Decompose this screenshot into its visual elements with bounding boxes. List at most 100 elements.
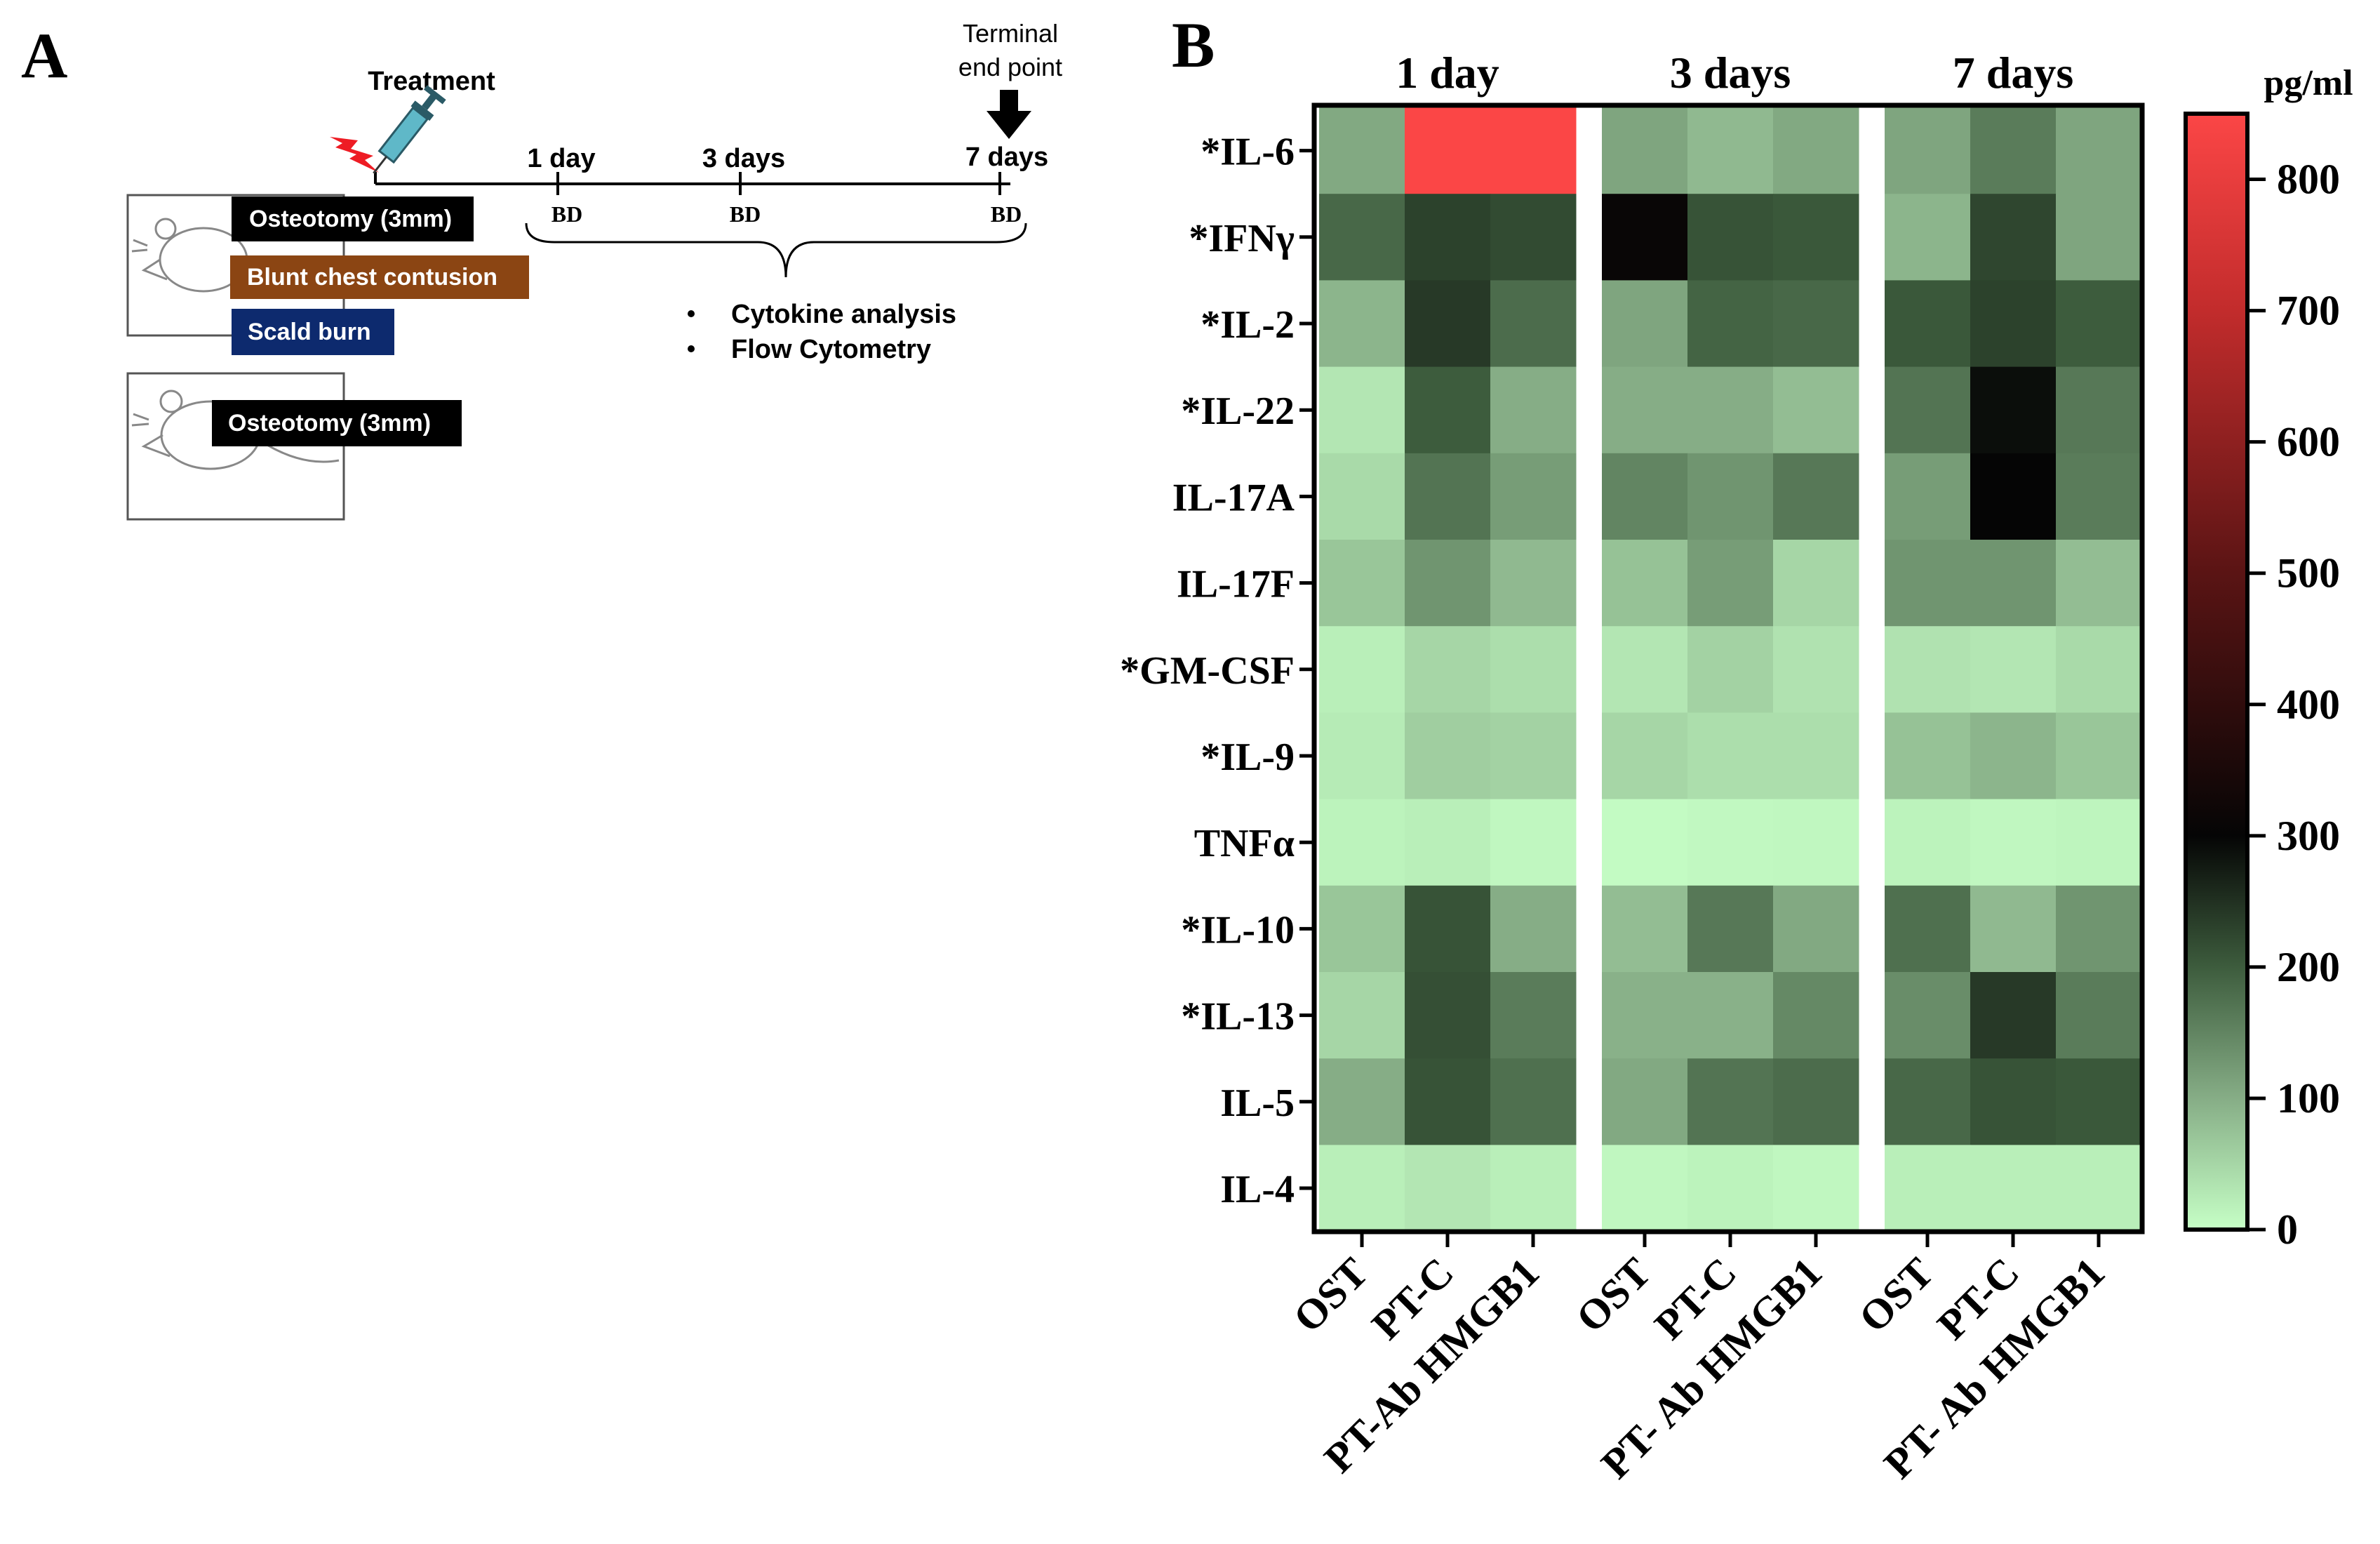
timepoint-3days: 3 days bbox=[702, 144, 785, 173]
heatmap-cell bbox=[1687, 885, 1774, 973]
heatmap-cell bbox=[1687, 972, 1774, 1059]
heatmap-cell bbox=[2056, 540, 2142, 627]
heatmap-cell bbox=[1970, 972, 2057, 1059]
heatmap-cell bbox=[1687, 366, 1774, 454]
row-label: IL-4 bbox=[1220, 1168, 1295, 1211]
heatmap-cell bbox=[1885, 885, 1971, 973]
colorbar-tick-label: 700 bbox=[2277, 288, 2340, 334]
heatmap-cell bbox=[1773, 366, 1859, 454]
heatmap-cell bbox=[1490, 194, 1577, 281]
heatmap-cell bbox=[1602, 280, 1688, 368]
heatmap-cell bbox=[1970, 280, 2057, 368]
heatmap-cell bbox=[1773, 972, 1859, 1059]
heatmap-cell bbox=[1319, 712, 1405, 800]
heatmap-cell bbox=[1687, 280, 1774, 368]
box-osteotomy-2-text: Osteotomy (3mm) bbox=[228, 410, 431, 437]
heatmap-cell bbox=[1885, 453, 1971, 540]
heatmap-cell bbox=[1970, 540, 2057, 627]
heatmap-cell bbox=[2056, 194, 2142, 281]
row-label: *IL-10 bbox=[1181, 908, 1295, 952]
heatmap-cell bbox=[1405, 540, 1491, 627]
heatmap-cell bbox=[1885, 972, 1971, 1059]
heatmap-cell bbox=[1490, 453, 1577, 540]
row-label: *GM-CSF bbox=[1120, 649, 1295, 693]
heatmap-cell bbox=[1319, 540, 1405, 627]
heatmap-cell bbox=[1405, 280, 1491, 368]
heatmap-cell bbox=[1970, 799, 2057, 886]
timepoint-1day: 1 day bbox=[527, 144, 595, 173]
heatmap-cell bbox=[1602, 194, 1688, 281]
heatmap-cell bbox=[2056, 107, 2142, 194]
lightning-icon bbox=[330, 137, 379, 173]
heatmap-cell bbox=[1602, 540, 1688, 627]
heatmap-cell bbox=[1405, 366, 1491, 454]
heatmap-cell bbox=[1490, 1058, 1577, 1145]
box-blunt-chest-text: Blunt chest contusion bbox=[247, 264, 497, 291]
heatmap-cell bbox=[2056, 1058, 2142, 1145]
row-label: IL-5 bbox=[1220, 1082, 1295, 1125]
box-scald-burn bbox=[232, 309, 394, 355]
panel-a-label: A bbox=[21, 20, 67, 91]
heatmap-cell bbox=[1405, 885, 1491, 973]
heatmap-cell bbox=[1970, 1058, 2057, 1145]
heatmap-cell bbox=[1970, 194, 2057, 281]
heatmap-cell bbox=[1319, 972, 1405, 1059]
heatmap-cell bbox=[1490, 280, 1577, 368]
heatmap-cell bbox=[1885, 626, 1971, 713]
bullet-1 bbox=[688, 310, 695, 317]
heatmap-cell bbox=[1602, 1145, 1688, 1232]
heatmap-cell bbox=[1405, 194, 1491, 281]
heatmap-cell bbox=[1319, 107, 1405, 194]
heatmap-cell bbox=[1490, 1145, 1577, 1232]
heatmap-cell bbox=[1773, 540, 1859, 627]
heatmap-cell bbox=[1885, 1145, 1971, 1232]
analysis-brace bbox=[525, 222, 1027, 278]
row-label: *IL-6 bbox=[1201, 131, 1295, 174]
box-osteotomy-1 bbox=[232, 197, 474, 241]
terminal-label-1: Terminal bbox=[963, 19, 1058, 48]
heatmap-cell bbox=[1687, 799, 1774, 886]
heatmap-cell bbox=[1602, 626, 1688, 713]
analysis-flow: Flow Cytometry bbox=[731, 335, 931, 364]
heatmap-cell bbox=[1885, 540, 1971, 627]
group-headers: 1 day 3 days 7 days bbox=[1396, 48, 2073, 98]
row-label: *IL-9 bbox=[1201, 736, 1295, 779]
terminal-label-2: end point bbox=[958, 53, 1062, 81]
colorbar-tick-label: 300 bbox=[2277, 813, 2340, 859]
group-header: 7 days bbox=[1953, 48, 2074, 98]
heatmap-cell bbox=[1885, 194, 1971, 281]
heatmap-cell bbox=[1885, 107, 1971, 194]
bd-label-2: BD bbox=[730, 201, 761, 227]
heatmap-cell bbox=[1405, 626, 1491, 713]
analysis-cytokine: Cytokine analysis bbox=[731, 300, 956, 329]
heatmap-cell bbox=[1773, 626, 1859, 713]
heatmap-cell bbox=[1319, 885, 1405, 973]
heatmap-cell bbox=[1687, 1058, 1774, 1145]
heatmap-cell bbox=[1687, 194, 1774, 281]
bullet-2 bbox=[688, 345, 695, 352]
timepoint-7days: 7 days bbox=[965, 142, 1048, 172]
bd-label-1: BD bbox=[551, 201, 582, 227]
heatmap-cell bbox=[1602, 366, 1688, 454]
heatmap-cell bbox=[1970, 712, 2057, 800]
colorbar-tick-label: 0 bbox=[2277, 1206, 2298, 1253]
heatmap-cell bbox=[1319, 1145, 1405, 1232]
heatmap-cell bbox=[1405, 799, 1491, 886]
colorbar-tick-label: 800 bbox=[2277, 157, 2340, 203]
colorbar-tick-label: 600 bbox=[2277, 419, 2340, 465]
heatmap-cell bbox=[1687, 712, 1774, 800]
heatmap-cell bbox=[1773, 712, 1859, 800]
heatmap-cell bbox=[1885, 280, 1971, 368]
group-header: 3 days bbox=[1670, 48, 1791, 98]
heatmap-cell bbox=[1773, 1145, 1859, 1232]
row-label: *IL-22 bbox=[1181, 390, 1295, 433]
syringe-icon bbox=[373, 85, 446, 174]
heatmap-cell bbox=[1687, 626, 1774, 713]
heatmap-cell bbox=[1773, 194, 1859, 281]
heatmap-cell bbox=[1490, 712, 1577, 800]
heatmap-cell bbox=[2056, 799, 2142, 886]
heatmap-cell bbox=[1687, 107, 1774, 194]
heatmap-cell bbox=[1687, 453, 1774, 540]
